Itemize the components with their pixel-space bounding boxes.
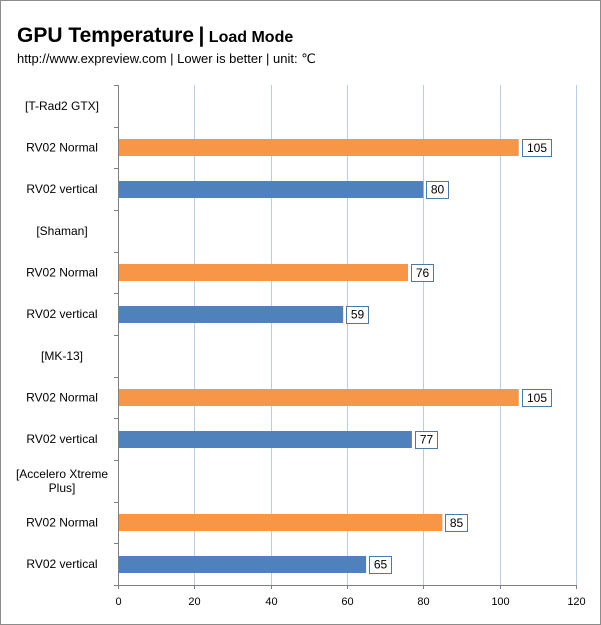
category-label: RV02 Normal	[26, 266, 98, 280]
data-label-box	[522, 139, 552, 157]
chart-subtitle: http://www.expreview.com | Lower is bett…	[17, 51, 316, 66]
x-tick-label: 80	[417, 596, 429, 608]
data-label: 59	[351, 308, 365, 322]
bar-orange	[119, 264, 409, 281]
data-label-box	[346, 306, 369, 324]
x-tick-label: 120	[567, 596, 585, 608]
data-label: 105	[527, 141, 547, 155]
x-tick-label: 100	[491, 596, 509, 608]
x-tick-label: 20	[188, 596, 200, 608]
data-label-box	[445, 514, 468, 532]
x-tick-label: 60	[341, 596, 353, 608]
bar-blue	[119, 181, 424, 198]
data-label: 65	[374, 558, 388, 572]
bar-blue	[119, 556, 367, 573]
data-label-box	[415, 431, 438, 449]
data-label: 76	[416, 266, 430, 280]
chart-title: GPU Temperature | Load Mode	[17, 24, 293, 48]
data-label-box	[369, 556, 392, 574]
bar-orange	[119, 139, 519, 156]
chart-title-mode: Load Mode	[208, 29, 294, 46]
category-label: RV02 vertical	[26, 432, 97, 446]
category-label: RV02 vertical	[26, 307, 97, 321]
category-label: [Accelero Xtreme Plus]	[16, 467, 108, 495]
bar-blue	[119, 306, 344, 323]
data-label: 105	[527, 391, 547, 405]
x-tick-label: 0	[115, 596, 121, 608]
data-label: 80	[431, 183, 445, 197]
chart-title-main: GPU Temperature	[17, 24, 194, 47]
data-label: 77	[420, 433, 434, 447]
category-label: RV02 vertical	[26, 182, 97, 196]
category-label: [Shaman]	[36, 224, 87, 238]
category-label: RV02 vertical	[26, 557, 97, 571]
data-label-box	[522, 389, 552, 407]
data-label-box	[426, 181, 449, 199]
category-label: [T-Rad2 GTX]	[25, 99, 99, 113]
category-label: [MK-13]	[41, 349, 83, 363]
data-label-box	[411, 264, 434, 282]
category-label: RV02 Normal	[26, 391, 98, 405]
bar-orange	[119, 514, 443, 531]
category-label: RV02 Normal	[26, 516, 98, 530]
bar-orange	[119, 389, 519, 406]
data-label: 85	[450, 516, 464, 530]
chart-title-separator: |	[198, 24, 205, 47]
category-label: RV02 Normal	[26, 141, 98, 155]
x-tick-label: 40	[265, 596, 277, 608]
bar-blue	[119, 431, 412, 448]
